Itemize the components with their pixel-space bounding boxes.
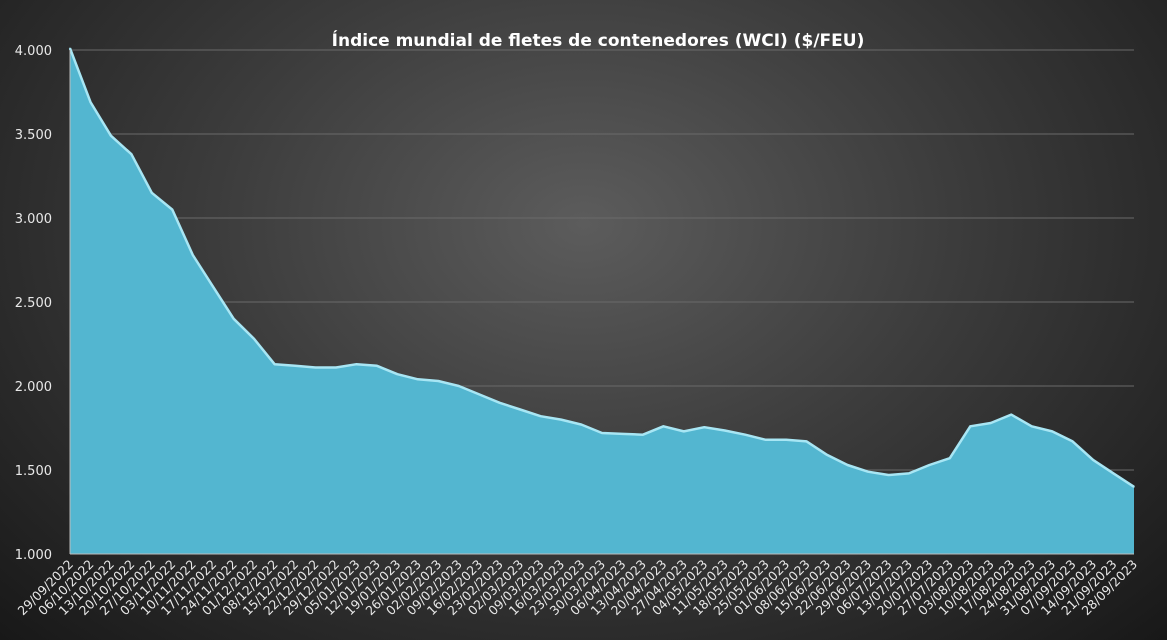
data-point <box>519 408 521 411</box>
y-tick-label: 3.000 <box>15 212 52 227</box>
data-point <box>949 457 951 460</box>
data-point <box>498 402 501 404</box>
data-point <box>969 425 972 428</box>
data-point <box>437 380 440 382</box>
data-point <box>990 422 992 424</box>
data-point <box>253 338 255 340</box>
y-tick-label: 4.000 <box>15 44 52 59</box>
data-point <box>273 363 276 366</box>
data-point <box>1071 440 1074 443</box>
data-point <box>1010 413 1012 416</box>
data-point <box>703 426 706 429</box>
data-point <box>744 433 746 436</box>
data-point <box>539 415 542 418</box>
data-point <box>887 474 890 476</box>
data-point <box>1133 486 1135 488</box>
data-point <box>601 432 603 434</box>
y-axis: 1.000 1.500 2.000 2.500 3.000 3.500 4.000 <box>15 44 71 563</box>
data-point <box>662 425 665 428</box>
data-point <box>355 363 358 366</box>
plot-area <box>68 47 1135 555</box>
y-tick-label: 2.500 <box>15 296 52 311</box>
y-tick-label: 1.000 <box>15 548 52 563</box>
data-point <box>89 101 92 103</box>
data-point <box>580 423 583 426</box>
data-point <box>785 439 787 441</box>
data-point <box>69 47 71 50</box>
data-point <box>314 366 317 369</box>
data-point <box>867 470 869 473</box>
data-point <box>826 454 828 456</box>
y-tick-label: 1.500 <box>15 464 52 479</box>
data-point <box>171 208 174 211</box>
series-area <box>70 48 1134 555</box>
data-point <box>396 373 399 376</box>
data-point <box>805 440 808 443</box>
data-point <box>621 433 624 435</box>
data-point <box>1112 472 1115 475</box>
data-point <box>642 433 644 436</box>
data-point <box>1092 459 1094 461</box>
data-point <box>724 429 726 432</box>
data-point <box>764 439 767 441</box>
data-point <box>294 365 296 367</box>
data-point <box>1030 425 1033 428</box>
data-point <box>417 378 419 381</box>
data-point <box>908 472 910 475</box>
data-point <box>1051 430 1053 433</box>
data-point <box>151 192 153 194</box>
data-point <box>683 430 685 433</box>
data-point <box>130 153 133 155</box>
x-axis: 29/09/202206/10/202213/10/202220/10/2022… <box>15 553 1140 618</box>
data-point <box>232 318 235 320</box>
data-point <box>846 464 849 466</box>
data-point <box>110 134 112 137</box>
y-tick-label: 2.000 <box>15 380 52 395</box>
data-point <box>335 366 337 369</box>
chart-title: Índice mundial de fletes de contenedores… <box>332 29 865 51</box>
data-point <box>192 254 194 256</box>
data-point <box>458 385 460 387</box>
data-point <box>376 365 378 367</box>
data-point <box>560 418 562 421</box>
data-point <box>928 464 931 466</box>
data-point <box>212 286 214 288</box>
data-point <box>478 393 481 396</box>
y-tick-label: 3.500 <box>15 128 52 143</box>
